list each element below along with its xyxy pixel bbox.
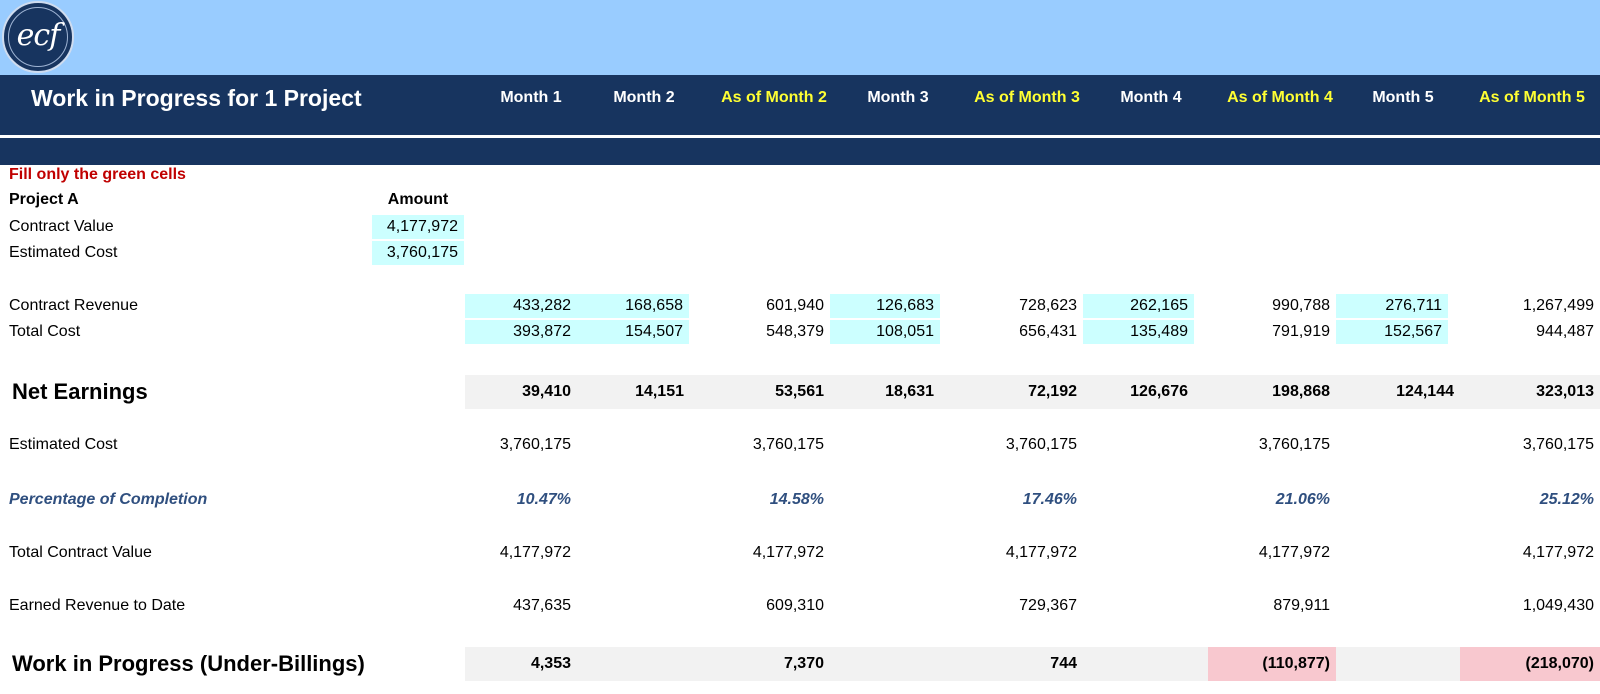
header-band-lower [0,138,1600,165]
column-header: Month 1 [500,89,562,106]
pct-completion-value: 21.06% [1275,491,1330,508]
column-header: As of Month 5 [1479,89,1585,106]
estimated-cost-label: Estimated Cost [9,244,118,261]
contract-revenue-value[interactable]: 168,658 [577,294,689,318]
net-earnings-value: 39,410 [522,383,571,400]
top-banner [0,0,1600,75]
estimated-cost-value: 3,760,175 [752,436,824,453]
contract-revenue-value[interactable]: 433,282 [465,294,577,318]
net-earnings-value: 126,676 [1130,383,1188,400]
net-earnings-value: 14,151 [635,383,684,400]
contract-revenue-value: 990,788 [1272,297,1330,314]
earned-revenue-value: 1,049,430 [1522,597,1594,614]
contract-revenue-label: Contract Revenue [9,297,138,314]
contract-value-label: Contract Value [9,218,114,235]
total-cost-value[interactable]: 135,489 [1083,320,1194,344]
contract-revenue-value: 1,267,499 [1522,297,1594,314]
net-earnings-value: 198,868 [1272,383,1330,400]
contract-revenue-value[interactable]: 276,711 [1336,294,1448,318]
column-header: Month 2 [613,89,675,106]
project-label: Project A [9,191,79,208]
pct-completion-value: 25.12% [1539,491,1594,508]
ecf-logo: ecf [2,1,74,73]
net-earnings-band [465,375,1600,409]
wip-band [465,647,1600,681]
contract-revenue-value[interactable]: 126,683 [830,294,940,318]
contract-revenue-value[interactable]: 262,165 [1083,294,1194,318]
wip-value: (218,070) [1460,647,1600,681]
total-cost-value: 656,431 [1019,323,1077,340]
column-header: Month 4 [1120,89,1182,106]
pct-completion-value: 14.58% [769,491,824,508]
estimated-cost-value: 3,760,175 [1005,436,1077,453]
estimated-cost-value: 3,760,175 [1258,436,1330,453]
wip-value: 4,353 [530,655,571,672]
column-header: As of Month 2 [721,89,827,106]
contract-revenue-value: 601,940 [766,297,824,314]
earned-revenue-value: 729,367 [1019,597,1077,614]
total-cost-value[interactable]: 108,051 [830,320,940,344]
wip-value: 744 [1050,655,1077,672]
contract-revenue-value: 728,623 [1019,297,1077,314]
header-divider [0,135,1600,138]
earned-revenue-value: 609,310 [766,597,824,614]
total-cost-value[interactable]: 154,507 [577,320,689,344]
total-cost-label: Total Cost [9,323,81,340]
column-header: Month 5 [1372,89,1434,106]
wip-value: (110,877) [1208,647,1336,681]
estimated-cost-input[interactable]: 3,760,175 [372,241,464,265]
total-cost-value[interactable]: 393,872 [465,320,577,344]
pct-completion-value: 10.47% [516,491,571,508]
net-earnings-value: 323,013 [1536,383,1594,400]
total-contract-value-value: 4,177,972 [752,544,824,561]
earned-revenue-value: 879,911 [1273,597,1330,614]
total-contract-value-value: 4,177,972 [499,544,571,561]
column-header: Month 3 [867,89,929,106]
wip-label: Work in Progress (Under-Billings) [12,651,365,676]
total-cost-value: 548,379 [766,323,824,340]
column-header: As of Month 3 [974,89,1080,106]
estimated-cost-row-label: Estimated Cost [9,436,118,453]
pct-completion-label: Percentage of Completion [9,491,208,508]
total-cost-value: 944,487 [1536,323,1594,340]
amount-header: Amount [387,191,449,208]
net-earnings-label: Net Earnings [12,379,148,404]
net-earnings-value: 53,561 [775,383,824,400]
estimated-cost-value: 3,760,175 [1522,436,1594,453]
total-contract-value-value: 4,177,972 [1005,544,1077,561]
total-cost-value[interactable]: 152,567 [1336,320,1448,344]
total-cost-value: 791,919 [1272,323,1330,340]
net-earnings-value: 18,631 [885,383,934,400]
fill-note: Fill only the green cells [9,166,186,183]
net-earnings-value: 124,144 [1396,383,1454,400]
total-contract-value-value: 4,177,972 [1522,544,1594,561]
column-header: As of Month 4 [1227,89,1333,106]
total-contract-value-value: 4,177,972 [1258,544,1330,561]
net-earnings-value: 72,192 [1028,383,1077,400]
logo-text: ecf [8,7,68,67]
header-band [0,75,1600,135]
total-contract-value-label: Total Contract Value [9,544,152,561]
sheet-title: Work in Progress for 1 Project [31,85,362,111]
wip-value: 7,370 [783,655,824,672]
estimated-cost-value: 3,760,175 [499,436,571,453]
pct-completion-value: 17.46% [1022,491,1077,508]
earned-revenue-label: Earned Revenue to Date [9,597,186,614]
contract-value-input[interactable]: 4,177,972 [372,215,464,239]
earned-revenue-value: 437,635 [513,597,571,614]
